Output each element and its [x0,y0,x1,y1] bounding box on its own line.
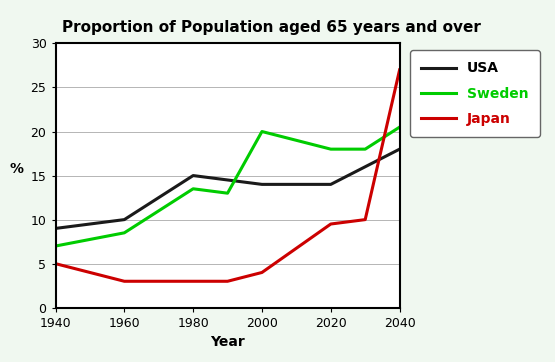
Text: Proportion of Population aged 65 years and over: Proportion of Population aged 65 years a… [62,20,481,35]
Y-axis label: %: % [9,161,24,176]
X-axis label: Year: Year [210,335,245,349]
Legend: USA, Sweden, Japan: USA, Sweden, Japan [410,50,539,137]
